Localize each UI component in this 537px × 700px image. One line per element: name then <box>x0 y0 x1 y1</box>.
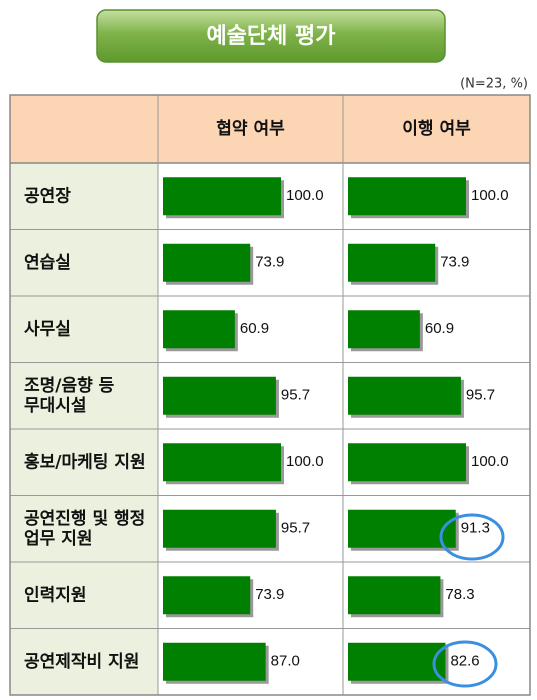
header-row <box>10 95 530 163</box>
row-label: 업무 지원 <box>24 529 92 549</box>
bar <box>163 509 276 548</box>
row-label: 조명/음향 등 <box>24 375 115 396</box>
column-header: 이행 여부 <box>402 119 471 139</box>
bar <box>348 443 466 482</box>
value-label: 82.6 <box>450 653 479 670</box>
row-label: 공연진행 및 행정 <box>24 509 145 529</box>
bar <box>163 576 251 615</box>
value-label: 100.0 <box>286 187 324 204</box>
row-label: 무대시설 <box>24 396 87 416</box>
value-label: 60.9 <box>240 320 269 337</box>
value-label: 73.9 <box>440 254 469 271</box>
bar <box>348 310 420 349</box>
bar <box>163 243 251 282</box>
bar <box>348 642 446 681</box>
table-border <box>9 94 531 696</box>
value-label: 73.9 <box>255 254 284 271</box>
bar <box>348 509 456 548</box>
value-label: 100.0 <box>471 453 509 470</box>
row-label: 인력지원 <box>24 585 87 605</box>
title-button <box>96 9 446 63</box>
bar <box>348 576 441 615</box>
bar <box>348 243 436 282</box>
note: (N=23, %) <box>460 77 528 92</box>
bar <box>163 310 235 349</box>
value-label: 100.0 <box>286 453 324 470</box>
bar <box>163 642 266 681</box>
value-label: 60.9 <box>425 320 454 337</box>
bar <box>348 376 461 415</box>
value-label: 91.3 <box>461 520 490 537</box>
value-label: 78.3 <box>445 586 474 603</box>
bar <box>163 443 281 482</box>
row-label: 홍보/마케팅 지원 <box>24 451 146 472</box>
value-label: 73.9 <box>255 586 284 603</box>
highlight-circle <box>439 513 505 561</box>
row-label: 연습실 <box>24 253 71 273</box>
value-label: 87.0 <box>271 653 300 670</box>
column-header: 협약 여부 <box>216 118 285 139</box>
bar <box>348 177 466 216</box>
title: 예술단체 평가 <box>206 24 335 49</box>
value-label: 100.0 <box>471 187 509 204</box>
bar <box>163 376 276 415</box>
row-label: 공연제작비 지원 <box>24 652 139 672</box>
value-label: 95.7 <box>281 520 310 537</box>
row-label: 사무실 <box>24 319 71 339</box>
value-label: 95.7 <box>466 387 495 404</box>
bar <box>163 177 281 216</box>
row-label: 공연장 <box>24 186 71 206</box>
highlight-circle <box>432 640 498 688</box>
value-label: 95.7 <box>281 387 310 404</box>
